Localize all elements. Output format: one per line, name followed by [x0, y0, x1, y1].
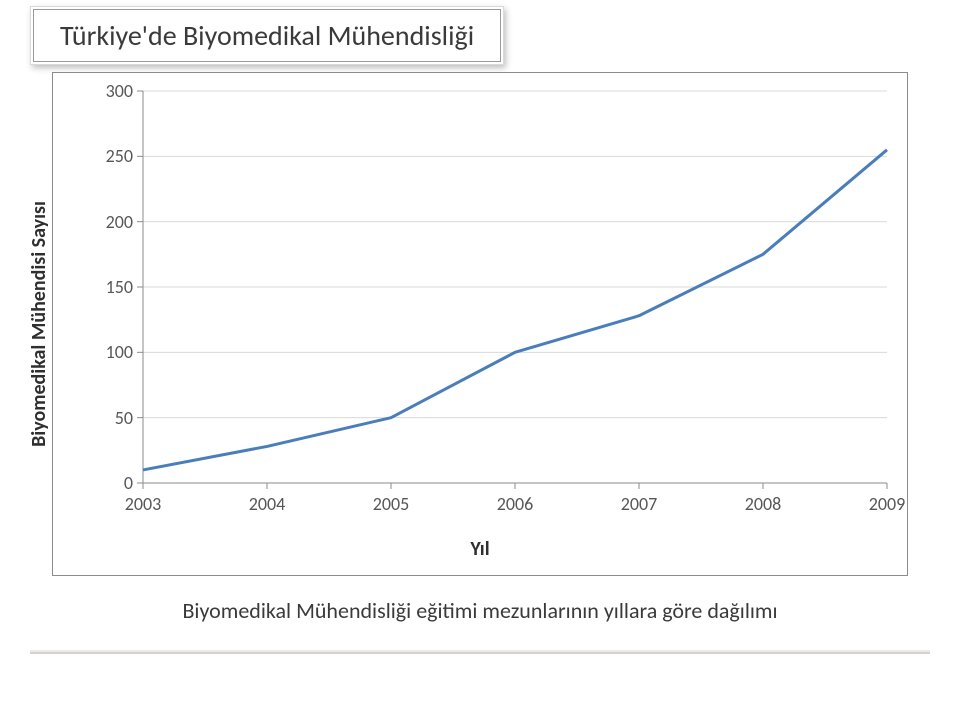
x-tick-label: 2006	[497, 495, 534, 513]
y-tick-label: 200	[106, 213, 133, 231]
x-tick-label: 2003	[125, 495, 162, 513]
x-tick-label: 2009	[869, 495, 906, 513]
page-title: Türkiye'de Biyomedikal Mühendisliği	[60, 18, 474, 53]
chart-container: Biyomedikal Mühendisi Sayısı Yıl 0501001…	[52, 72, 908, 576]
y-tick-label: 100	[106, 343, 133, 361]
y-tick-label: 50	[115, 409, 133, 427]
y-tick-label: 150	[106, 278, 133, 296]
y-tick-label: 0	[124, 474, 133, 492]
y-tick-label: 250	[106, 147, 133, 165]
page: Türkiye'de Biyomedikal Mühendisliği Biyo…	[0, 0, 960, 720]
x-tick-label: 2007	[621, 495, 658, 513]
y-tick-label: 300	[106, 82, 133, 100]
x-tick-label: 2005	[373, 495, 410, 513]
y-axis-label: Biyomedikal Mühendisi Sayısı	[27, 201, 51, 447]
title-frame-outer: Türkiye'de Biyomedikal Mühendisliği	[30, 6, 504, 65]
chart-caption: Biyomedikal Mühendisliği eğitimi mezunla…	[0, 597, 960, 624]
title-frame-inner: Türkiye'de Biyomedikal Mühendisliği	[33, 9, 501, 62]
footer-divider	[30, 650, 930, 654]
x-tick-label: 2004	[249, 495, 286, 513]
x-tick-label: 2008	[745, 495, 782, 513]
